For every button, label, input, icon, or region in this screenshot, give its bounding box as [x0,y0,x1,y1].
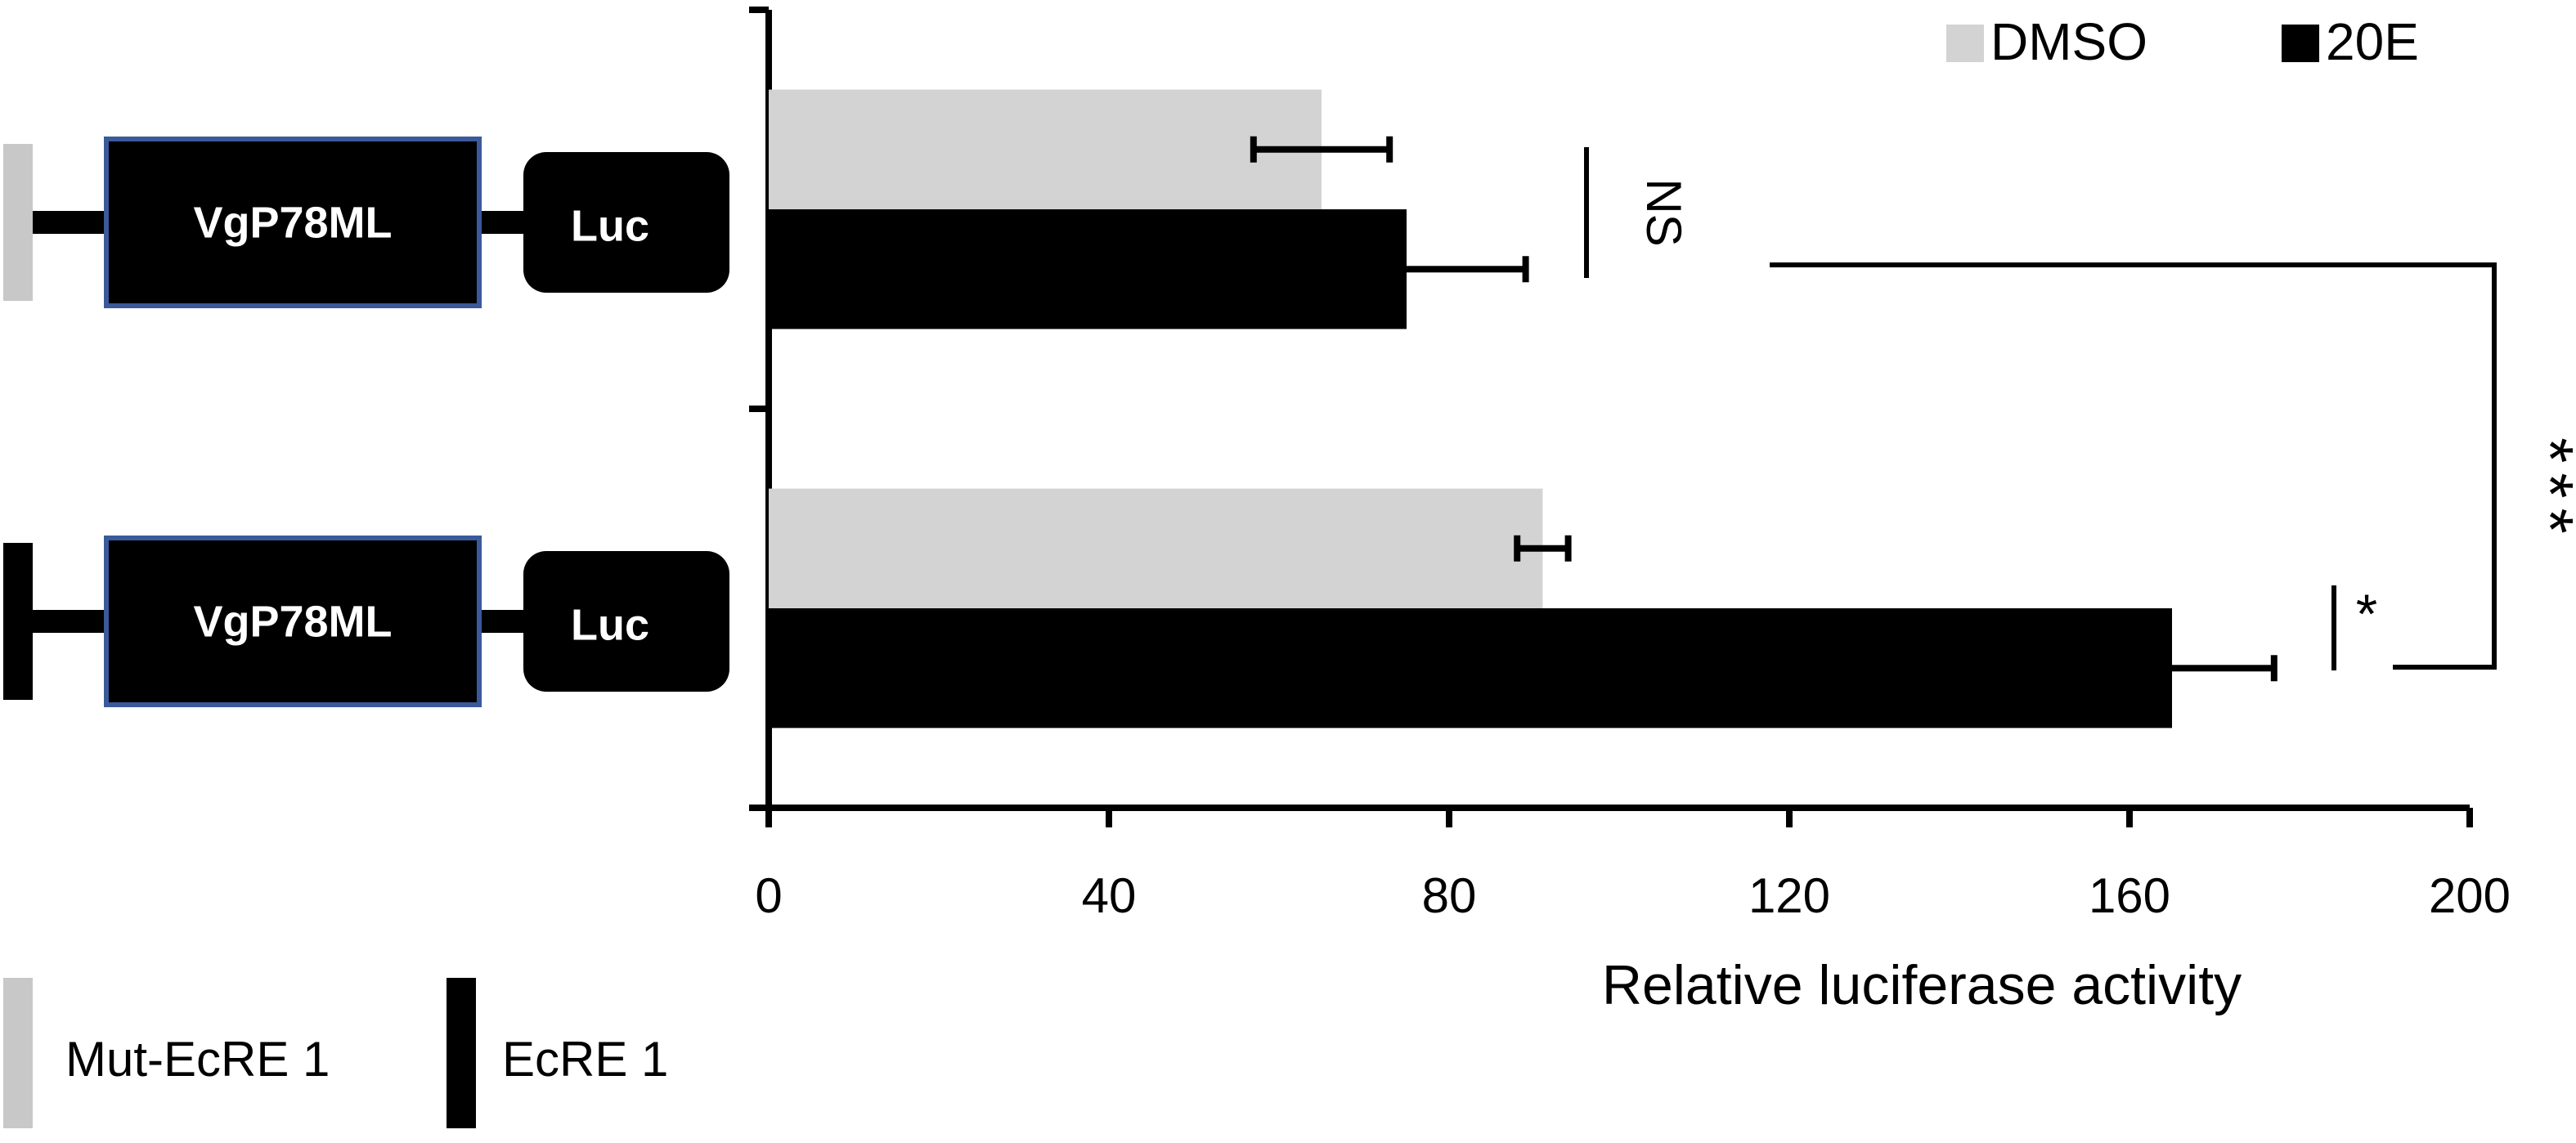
reporter-box [523,152,729,293]
x-axis-title: Relative luciferase activity [1602,954,2242,1016]
x-tick-label: 40 [1082,868,1137,923]
response-element [3,543,33,700]
x-tick-label: 160 [2089,868,2170,923]
x-tick-label: 80 [1422,868,1477,923]
reporter-label: Luc [571,201,649,250]
triple-star-label: *** [2514,437,2576,543]
bar [769,488,1543,608]
element-legend-label: Mut-EcRE 1 [65,1032,330,1087]
promoter-box [104,536,482,707]
response-element [3,144,33,301]
legend-swatch [2282,25,2319,62]
element-legend-swatch [447,978,476,1128]
legend-label: DMSO [1990,12,2147,71]
promoter-label: VgP78ML [193,198,392,247]
x-tick-label: 200 [2429,868,2511,923]
ns-label: NS [1636,178,1691,246]
legend-swatch [1946,25,1984,62]
bar [769,89,1322,209]
star-label: * [2356,583,2377,645]
x-tick-label: 120 [1748,868,1830,923]
reporter-box [523,551,729,692]
x-tick-label: 0 [755,868,782,923]
promoter-box [104,137,482,308]
legend-label: 20E [2326,12,2419,71]
element-legend-label: EcRE 1 [502,1032,668,1087]
element-legend-swatch [3,978,33,1128]
bar [769,608,2172,728]
triple-star-bracket [1770,262,2497,670]
reporter-label: Luc [571,600,649,649]
promoter-label: VgP78ML [193,597,392,646]
